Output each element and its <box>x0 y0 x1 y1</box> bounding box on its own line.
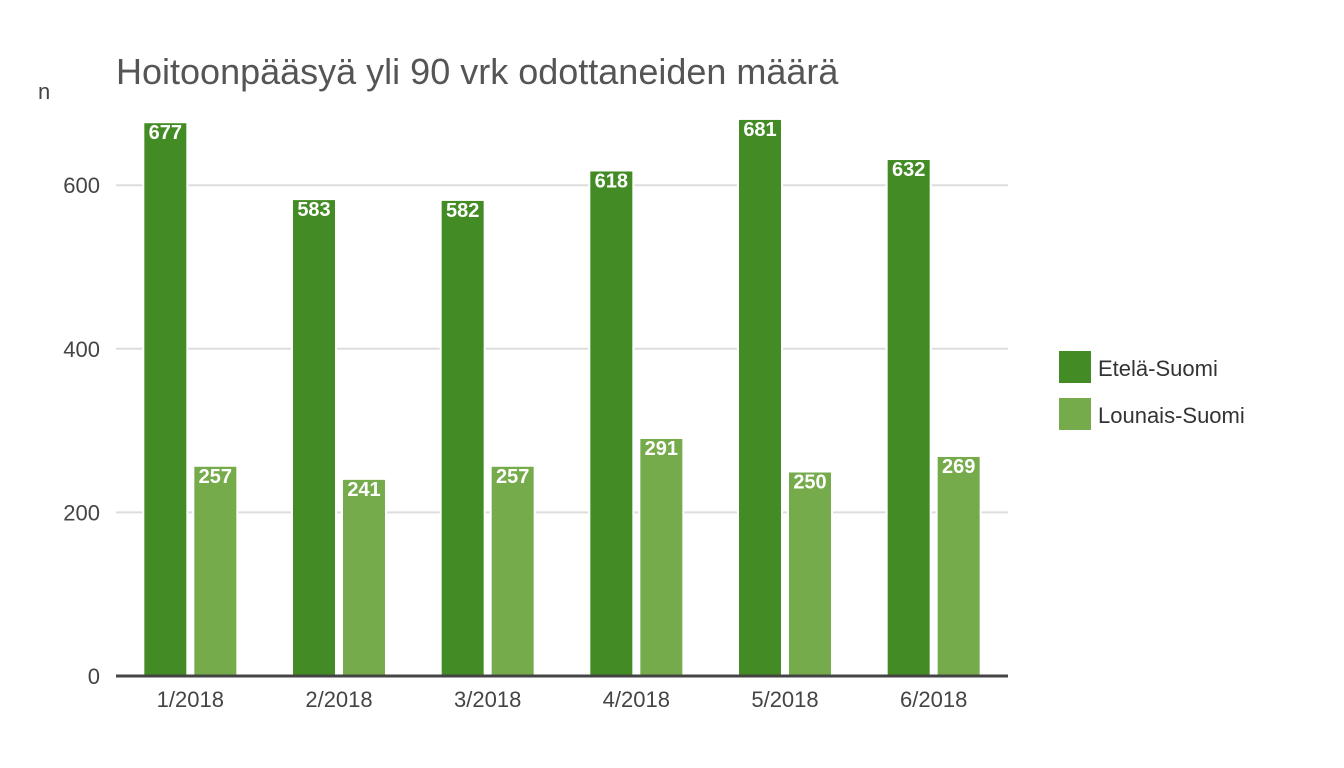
data-label: 582 <box>446 200 479 222</box>
bar-lounais-suomi <box>935 454 982 678</box>
data-label: 257 <box>199 466 232 488</box>
bar-lounais-suomi <box>192 464 239 677</box>
legend-label: Lounais-Suomi <box>1098 403 1245 428</box>
y-tick-label: 0 <box>88 664 100 689</box>
grid-lines <box>116 184 1008 514</box>
y-axis-unit-label: n <box>38 79 50 104</box>
data-label: 241 <box>347 479 380 501</box>
bar-etela-suomi <box>737 117 783 677</box>
x-tick-label: 1/2018 <box>157 687 224 712</box>
y-axis-ticks: 0 200 400 600 <box>63 173 100 689</box>
data-label: 250 <box>793 472 826 494</box>
bar-etela-suomi <box>142 121 189 678</box>
bar-etela-suomi <box>439 198 486 677</box>
x-axis-ticks: 1/2018 2/2018 3/2018 4/2018 5/2018 6/2018 <box>157 687 968 712</box>
legend-label: Etelä-Suomi <box>1098 356 1218 381</box>
bar-etela-suomi <box>291 198 337 678</box>
chart-title: Hoitoonpääsyä yli 90 vrk odottaneiden mä… <box>116 51 839 92</box>
x-tick-label: 3/2018 <box>454 687 521 712</box>
bar-lounais-suomi <box>489 464 536 677</box>
data-label: 677 <box>149 122 182 144</box>
x-tick-label: 6/2018 <box>900 687 967 712</box>
data-label: 291 <box>645 438 678 460</box>
data-labels: 677 257 583 241 582 257 618 291 681 250 632 269 <box>149 119 976 501</box>
y-tick-label: 200 <box>63 500 100 525</box>
bar-etela-suomi <box>588 169 635 677</box>
y-tick-label: 400 <box>63 337 100 362</box>
legend: Etelä-Suomi Lounais-Suomi <box>1059 351 1245 430</box>
legend-swatch-lounais-suomi <box>1059 398 1091 430</box>
data-label: 618 <box>595 170 628 192</box>
data-label: 632 <box>892 159 925 181</box>
data-label: 269 <box>942 456 975 478</box>
bar-lounais-suomi <box>638 436 685 677</box>
bar-lounais-suomi <box>341 477 387 677</box>
data-label: 583 <box>297 199 330 221</box>
data-label: 681 <box>743 119 776 141</box>
x-tick-label: 4/2018 <box>603 687 670 712</box>
bar-lounais-suomi <box>787 470 833 677</box>
y-tick-label: 600 <box>63 173 100 198</box>
x-tick-label: 2/2018 <box>305 687 372 712</box>
data-label: 257 <box>496 466 529 488</box>
bars <box>142 117 982 678</box>
x-tick-label: 5/2018 <box>751 687 818 712</box>
bar-etela-suomi <box>885 158 932 678</box>
legend-swatch-etela-suomi <box>1059 351 1091 383</box>
